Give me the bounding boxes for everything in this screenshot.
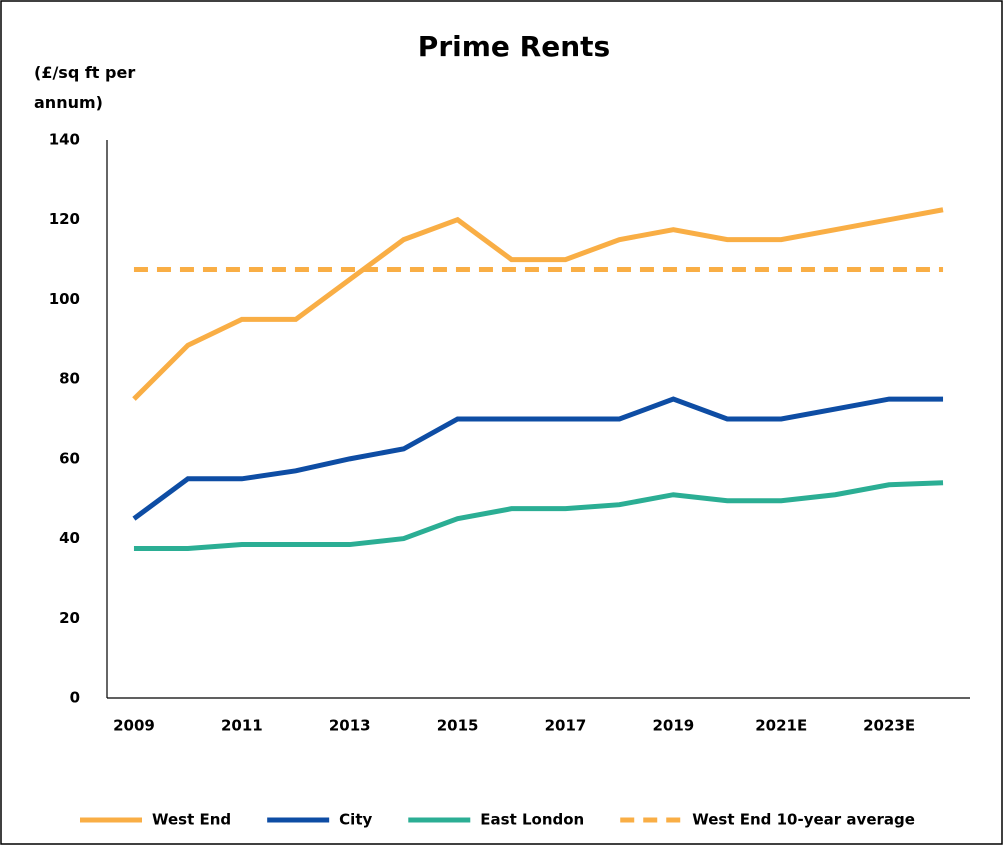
- chart-title: Prime Rents: [418, 30, 610, 63]
- x-tick-label: 2015: [437, 717, 479, 735]
- legend-label: City: [339, 811, 372, 829]
- y-tick-label: 140: [49, 131, 80, 149]
- y-tick-label: 0: [70, 689, 80, 707]
- series-line: [132, 207, 944, 401]
- x-tick-label: 2023E: [863, 717, 915, 735]
- y-tick-label: 40: [59, 529, 80, 547]
- y-tick-label: 20: [59, 609, 80, 627]
- series-line: [132, 396, 944, 521]
- series-line: [133, 480, 944, 552]
- y-tick-label: 60: [59, 449, 80, 467]
- y-axis-label: (£/sq ft per annum): [34, 63, 136, 112]
- x-tick-label: 2021E: [755, 717, 807, 735]
- x-tick-label: 2009: [113, 717, 155, 735]
- legend-label: East London: [480, 811, 584, 829]
- y-tick-label: 80: [59, 370, 80, 388]
- legend-label: West End: [152, 811, 231, 829]
- y-tick-label: 100: [49, 290, 80, 308]
- x-tick-label: 2017: [545, 717, 587, 735]
- x-tick-label: 2013: [329, 717, 371, 735]
- legend-label: West End 10-year average: [692, 811, 915, 829]
- x-tick-label: 2019: [652, 717, 694, 735]
- y-tick-label: 120: [49, 210, 80, 228]
- x-tick-label: 2011: [221, 717, 263, 735]
